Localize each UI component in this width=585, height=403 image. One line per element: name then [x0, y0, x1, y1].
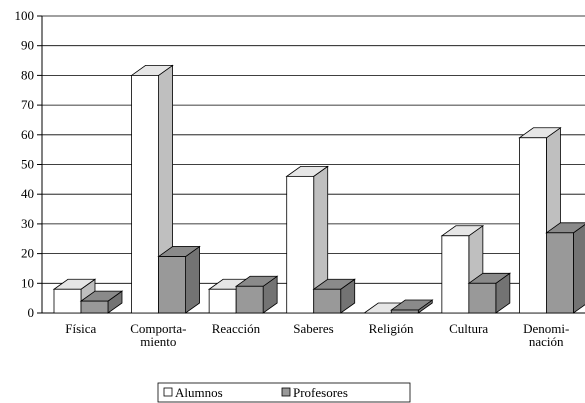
- bar: [390, 299, 434, 314]
- legend-label: Profesores: [293, 385, 348, 400]
- bar: [285, 165, 329, 314]
- bar: [234, 275, 279, 314]
- bar-side: [185, 245, 200, 314]
- y-tick-label: 20: [21, 246, 34, 261]
- y-tick-label: 0: [28, 305, 35, 320]
- y-tick-label: 30: [21, 216, 34, 231]
- bar-front: [235, 285, 264, 314]
- y-tick-label: 100: [15, 8, 35, 23]
- bar-front: [441, 235, 470, 314]
- y-tick-label: 70: [21, 97, 34, 112]
- x-tick-label: Reacción: [212, 321, 261, 336]
- bar-front: [53, 288, 82, 314]
- bar-front: [158, 256, 186, 314]
- y-tick-label: 10: [21, 275, 34, 290]
- y-tick-label: 90: [21, 38, 34, 53]
- x-tick-label: Religión: [369, 321, 414, 336]
- bar-front: [546, 232, 574, 314]
- bar: [467, 272, 512, 314]
- x-tick-label: Denomi-nación: [523, 321, 569, 349]
- bar-front: [131, 75, 159, 314]
- x-tick-label: Comporta-miento: [130, 321, 186, 349]
- bar-front: [468, 282, 497, 314]
- bar-side: [573, 224, 585, 314]
- bar: [79, 290, 124, 314]
- legend-swatch: [281, 387, 291, 397]
- y-tick-label: 50: [21, 157, 34, 172]
- x-tick-label: Física: [65, 321, 96, 336]
- bar-front: [313, 288, 342, 314]
- bar: [545, 222, 585, 314]
- bar-front: [80, 300, 109, 314]
- y-tick-label: 60: [21, 127, 34, 142]
- legend-swatch: [163, 387, 173, 397]
- y-tick-label: 40: [21, 186, 34, 201]
- x-tick-label: Saberes: [293, 321, 333, 336]
- bar-front: [286, 175, 315, 314]
- bar-front: [208, 288, 237, 314]
- legend-label: Alumnos: [175, 385, 223, 400]
- bar: [312, 278, 356, 314]
- bar-front: [519, 137, 547, 314]
- bar: [157, 245, 201, 314]
- bar-front: [390, 309, 419, 314]
- y-tick-label: 80: [21, 67, 34, 82]
- x-tick-label: Cultura: [449, 321, 488, 336]
- legend-box: [157, 382, 411, 403]
